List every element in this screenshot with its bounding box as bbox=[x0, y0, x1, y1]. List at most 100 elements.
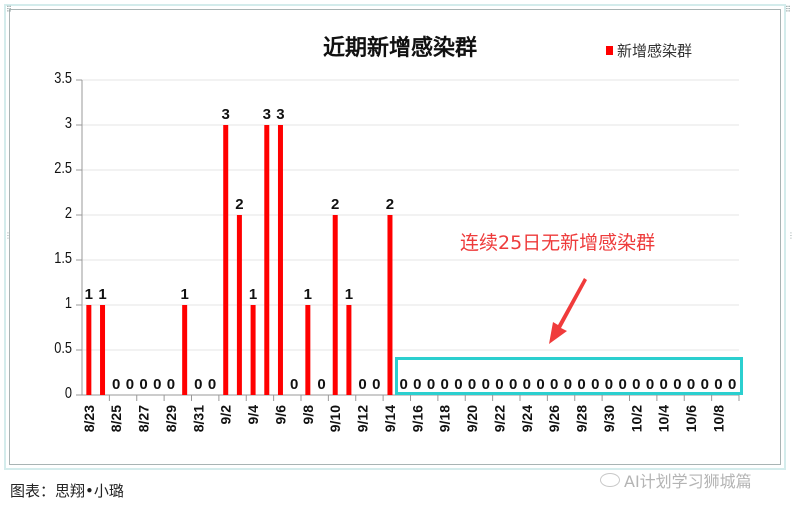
data-label: 0 bbox=[194, 376, 202, 393]
data-label: 0 bbox=[399, 376, 407, 393]
bar bbox=[182, 305, 188, 395]
data-label: 2 bbox=[235, 196, 243, 213]
data-label: 0 bbox=[112, 376, 120, 393]
x-tick-label: 8/23 bbox=[81, 405, 97, 432]
resize-handle-right[interactable]: ⋮ bbox=[787, 231, 795, 240]
data-label: 1 bbox=[304, 286, 312, 303]
x-tick-label: 9/26 bbox=[546, 405, 562, 432]
data-label: 1 bbox=[98, 286, 106, 303]
legend-label: 新增感染群 bbox=[617, 42, 693, 60]
bar bbox=[223, 125, 229, 395]
x-tick-label: 9/6 bbox=[272, 405, 288, 425]
x-tick-label: 9/10 bbox=[327, 405, 343, 432]
y-tick-label: 3.5 bbox=[54, 70, 72, 87]
bar bbox=[387, 215, 393, 395]
data-label: 0 bbox=[167, 376, 175, 393]
data-label: 0 bbox=[550, 376, 558, 393]
y-tick-label: 1.5 bbox=[54, 250, 72, 267]
resize-handle-top-right[interactable]: ⠿ bbox=[785, 5, 791, 14]
legend-swatch bbox=[606, 46, 613, 55]
bar bbox=[332, 215, 338, 395]
x-tick-label: 10/4 bbox=[656, 405, 672, 432]
bar bbox=[305, 305, 311, 395]
wechat-icon bbox=[600, 473, 620, 487]
bar bbox=[277, 125, 283, 395]
chart-inner-border bbox=[9, 9, 781, 465]
chart-title: 近期新增感染群 bbox=[322, 36, 477, 61]
data-label: 2 bbox=[331, 196, 339, 213]
x-tick-label: 8/25 bbox=[108, 405, 124, 432]
y-tick-label: 3 bbox=[64, 115, 72, 132]
data-label: 0 bbox=[660, 376, 668, 393]
data-label: 1 bbox=[345, 286, 353, 303]
data-label: 3 bbox=[222, 106, 230, 123]
bar bbox=[264, 125, 270, 395]
x-tick-label: 9/8 bbox=[300, 405, 316, 425]
data-label: 0 bbox=[618, 376, 626, 393]
data-label: 0 bbox=[523, 376, 531, 393]
data-label: 0 bbox=[728, 376, 736, 393]
x-tick-label: 9/30 bbox=[601, 405, 617, 432]
x-tick-label: 9/14 bbox=[382, 405, 398, 432]
data-label: 3 bbox=[263, 106, 271, 123]
x-tick-label: 9/2 bbox=[218, 405, 234, 425]
data-label: 0 bbox=[687, 376, 695, 393]
bar bbox=[250, 305, 256, 395]
x-tick-label: 9/4 bbox=[245, 405, 261, 425]
data-label: 0 bbox=[577, 376, 585, 393]
annotation-arrow-icon bbox=[549, 278, 587, 344]
data-label: 0 bbox=[290, 376, 298, 393]
data-label: 3 bbox=[276, 106, 284, 123]
x-tick-label: 8/31 bbox=[190, 405, 206, 432]
y-tick-label: 2.5 bbox=[54, 160, 72, 177]
bar bbox=[346, 305, 352, 395]
x-tick-label: 9/22 bbox=[491, 405, 507, 432]
figure-caption: 图表：思翔•小璐 bbox=[10, 482, 124, 500]
data-label: 0 bbox=[605, 376, 613, 393]
data-label: 0 bbox=[714, 376, 722, 393]
data-label: 0 bbox=[632, 376, 640, 393]
data-label: 0 bbox=[372, 376, 380, 393]
data-label: 0 bbox=[591, 376, 599, 393]
data-label: 0 bbox=[495, 376, 503, 393]
x-tick-label: 9/16 bbox=[409, 405, 425, 432]
watermark: AI计划学习狮城篇 bbox=[600, 468, 752, 492]
bar bbox=[100, 305, 106, 395]
data-label: 0 bbox=[454, 376, 462, 393]
bar bbox=[86, 305, 92, 395]
data-label: 0 bbox=[482, 376, 490, 393]
resize-handle-top-left[interactable]: ⠿ bbox=[6, 5, 12, 14]
data-label: 0 bbox=[358, 376, 366, 393]
x-tick-label: 10/8 bbox=[710, 405, 726, 432]
data-label: 0 bbox=[153, 376, 161, 393]
data-label: 0 bbox=[317, 376, 325, 393]
highlight-box bbox=[395, 357, 743, 395]
x-tick-label: 9/18 bbox=[437, 405, 453, 432]
data-label: 0 bbox=[673, 376, 681, 393]
y-tick-label: 2 bbox=[64, 205, 72, 222]
y-tick-label: 1 bbox=[64, 295, 72, 312]
x-tick-label: 9/12 bbox=[355, 405, 371, 432]
watermark-text: AI计划学习狮城篇 bbox=[624, 472, 752, 491]
data-label: 2 bbox=[386, 196, 394, 213]
x-tick-label: 9/20 bbox=[464, 405, 480, 432]
data-label: 0 bbox=[701, 376, 709, 393]
data-label: 0 bbox=[509, 376, 517, 393]
data-label: 1 bbox=[85, 286, 93, 303]
bar bbox=[236, 215, 242, 395]
data-label: 0 bbox=[208, 376, 216, 393]
data-label: 0 bbox=[536, 376, 544, 393]
data-label: 0 bbox=[646, 376, 654, 393]
resize-handle-left[interactable]: ⋮ bbox=[4, 231, 12, 240]
data-label: 0 bbox=[413, 376, 421, 393]
data-label: 0 bbox=[564, 376, 572, 393]
data-label: 1 bbox=[249, 286, 257, 303]
annotation-text: 连续25日无新增感染群 bbox=[460, 232, 656, 254]
y-tick-label: 0 bbox=[64, 385, 72, 402]
data-label: 0 bbox=[441, 376, 449, 393]
data-label: 1 bbox=[180, 286, 188, 303]
x-tick-label: 8/27 bbox=[136, 405, 152, 432]
data-label: 0 bbox=[126, 376, 134, 393]
data-label: 0 bbox=[468, 376, 476, 393]
